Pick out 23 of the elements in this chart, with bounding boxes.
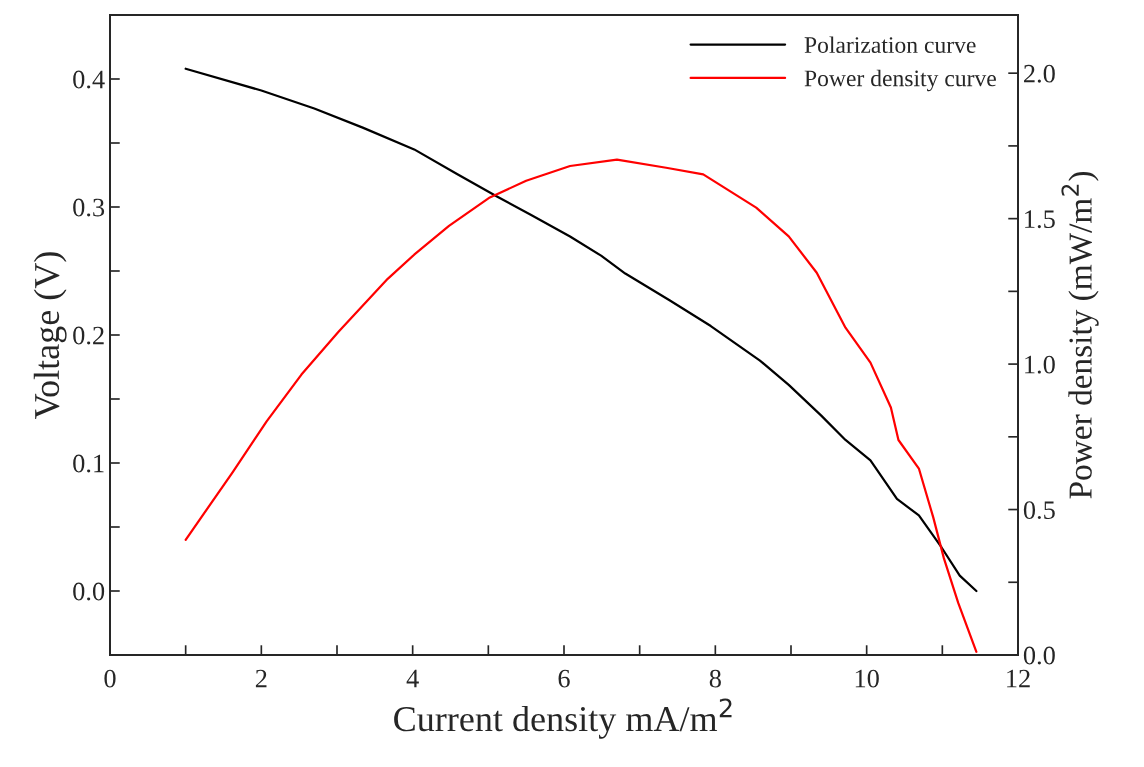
x-tick-label: 4: [406, 669, 419, 688]
y2-tick-label: 0.5: [1023, 501, 1055, 520]
x-tick-label: 2: [255, 669, 267, 688]
y-tick-label: 0.0: [73, 582, 105, 601]
legend-label: Polarization curve: [804, 36, 976, 54]
line-series: [184, 158, 978, 653]
y-tick-label: 0.3: [73, 198, 105, 217]
x-axis-title: Current density mA/m$^{2}$: [394, 698, 732, 739]
y-axis-title: Voltage (V): [33, 252, 67, 419]
y-tick-label: 0.1: [73, 454, 104, 473]
legend-label: Power density curve: [804, 69, 996, 92]
y-tick-label: 0.4: [73, 70, 105, 89]
y2-tick-label: 0.0: [1023, 646, 1055, 665]
x-tick-label: 6: [558, 669, 570, 688]
x-tick-label: 10: [855, 669, 879, 688]
y-tick-label: 0.2: [73, 326, 104, 345]
x-tick-label: 8: [709, 669, 721, 688]
y2-tick-label: 1.5: [1025, 210, 1055, 229]
y2-tick-label: 2.0: [1024, 64, 1055, 83]
x-tick-label: 0: [104, 669, 116, 688]
y2-axis-title: Power density (mW/m$^{2}$): [1061, 171, 1099, 499]
x-tick-label: 12: [1007, 669, 1030, 688]
y2-tick-label: 1.0: [1025, 355, 1055, 374]
